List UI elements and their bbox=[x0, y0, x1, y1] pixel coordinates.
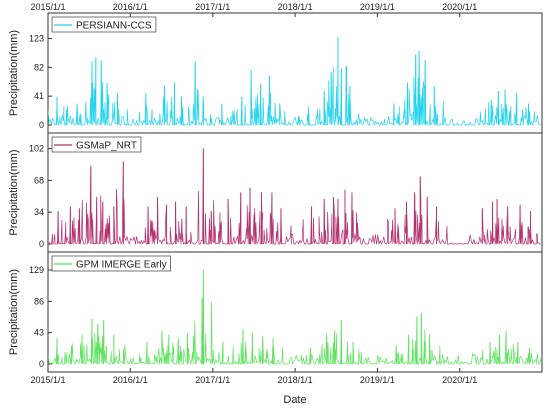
chart-panels: 0 41 82 123 Precipitation(mm) PERSIANN-CCS 0 34… bbox=[8, 16, 542, 369]
bottom-x-tick-label: 2019/1/1 bbox=[360, 375, 395, 385]
y-tick-label: 129 bbox=[29, 265, 44, 275]
legend-box bbox=[51, 16, 157, 33]
bottom-x-tick-label: 2020/1/1 bbox=[442, 375, 477, 385]
bottom-date-axis: 2015/1/1 2016/1/1 2017/1/1 2018/1/1 2019/1/1… bbox=[30, 368, 477, 385]
panel-2: 0 34 68 102 Precipitation(mm) GSMaP_NRT bbox=[8, 136, 541, 249]
y-tick-label: 43 bbox=[34, 328, 44, 338]
bottom-x-tick-label: 2016/1/1 bbox=[113, 375, 148, 385]
legend-box bbox=[51, 136, 142, 153]
y-axis-label: Precipitation(mm) bbox=[8, 269, 20, 355]
top-x-tick-label: 2016/1/1 bbox=[113, 2, 148, 12]
panel-1: 0 41 82 123 Precipitation(mm) PERSIANN-CCS bbox=[8, 16, 542, 130]
series-line bbox=[48, 148, 541, 245]
y-tick-label: 34 bbox=[34, 207, 44, 217]
top-x-tick-label: 2015/1/1 bbox=[30, 2, 65, 12]
y-tick-label: 41 bbox=[34, 91, 44, 101]
bottom-x-tick-label: 2018/1/1 bbox=[278, 375, 313, 385]
y-tick-label: 123 bbox=[29, 33, 44, 43]
legend-label: GPM IMERGE Early bbox=[76, 260, 167, 271]
legend-box bbox=[51, 255, 171, 272]
top-x-tick-label: 2017/1/1 bbox=[195, 2, 230, 12]
series-line bbox=[47, 36, 542, 126]
legend-label: PERSIANN-CCS bbox=[76, 21, 152, 32]
y-tick-label: 102 bbox=[29, 144, 44, 154]
legend-label: GSMaP_NRT bbox=[76, 141, 137, 152]
y-tick-label: 86 bbox=[34, 296, 44, 306]
top-date-axis: 2015/1/1 2016/1/1 2017/1/1 2018/1/1 2019/1/1… bbox=[30, 2, 477, 17]
panel-3: 0 43 86 129 Precipitation(mm) GPM IMERGE Earl… bbox=[8, 255, 542, 369]
top-x-tick-label: 2018/1/1 bbox=[278, 2, 313, 12]
x-axis-label: Date bbox=[283, 394, 306, 406]
y-tick-label: 68 bbox=[34, 175, 44, 185]
plot-frame bbox=[47, 12, 543, 373]
top-x-tick-label: 2020/1/1 bbox=[442, 2, 477, 12]
y-axis-label: Precipitation(mm) bbox=[8, 149, 20, 235]
bottom-x-tick-label: 2015/1/1 bbox=[30, 375, 65, 385]
y-tick-label: 0 bbox=[39, 239, 44, 249]
y-tick-label: 0 bbox=[39, 359, 44, 369]
bottom-x-tick-label: 2017/1/1 bbox=[195, 375, 230, 385]
series-line bbox=[47, 269, 542, 365]
y-tick-label: 82 bbox=[34, 62, 44, 72]
top-x-tick-label: 2019/1/1 bbox=[360, 2, 395, 12]
y-tick-label: 0 bbox=[39, 120, 44, 130]
y-axis-label: Precipitation(mm) bbox=[8, 30, 20, 116]
